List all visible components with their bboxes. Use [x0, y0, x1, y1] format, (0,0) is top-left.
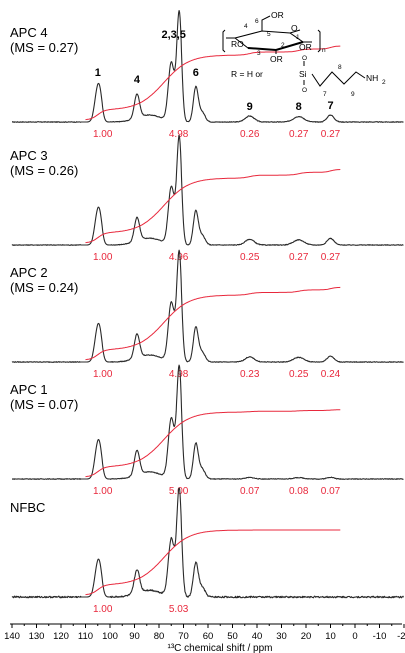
integral-curve — [85, 169, 341, 244]
si-oxygen-bottom: O — [302, 87, 307, 94]
integral-value: 1.00 — [93, 129, 113, 140]
struct-label-or-top: OR — [271, 10, 284, 20]
integral-value: 0.27 — [321, 129, 341, 140]
struct-num-5: 5 — [267, 31, 271, 38]
integral-value: 0.26 — [240, 129, 260, 140]
integral-value: 1.00 — [93, 604, 113, 615]
x-axis-label: ¹³C chemical shift / ppm — [167, 643, 272, 653]
x-tick-label: 20 — [301, 631, 312, 642]
panel-ms-value: (MS = 0.07) — [10, 397, 78, 412]
bracket — [222, 29, 321, 53]
spectrum-panel-apc-2: APC 2(MS = 0.24) 1.00 4.98 0.23 0.25 0.24 — [10, 249, 404, 380]
integral-value: 4.98 — [169, 129, 189, 140]
x-axis: ¹³C chemical shift / ppm 140 130 120 110 100… — [4, 623, 405, 653]
spectrum-line — [11, 364, 404, 480]
x-tick-label: 30 — [276, 631, 287, 642]
x-tick-label: 120 — [53, 631, 69, 642]
spectrum-line — [11, 249, 404, 363]
panel-ms-value: (MS = 0.26) — [10, 163, 78, 178]
chain-num-8: 8 — [338, 64, 342, 71]
integral-curve — [85, 409, 341, 478]
x-tick-label: -10 — [373, 631, 387, 642]
struct-num-3: 3 — [257, 50, 261, 57]
integral-curve — [85, 45, 341, 121]
struct-num-4: 4 — [244, 23, 248, 30]
x-tick-label: -20 — [397, 631, 405, 642]
x-tick-label: 110 — [78, 631, 93, 642]
integral-value: 0.27 — [321, 252, 341, 263]
panel-title: APC 1 — [10, 382, 48, 397]
nh2-subscript: 2 — [382, 79, 386, 86]
panel-ms-value: (MS = 0.27) — [10, 40, 78, 55]
substituent-bonds — [226, 15, 312, 54]
peak-label: 4 — [134, 74, 141, 86]
panel-title: APC 3 — [10, 148, 48, 163]
struct-num-2: 2 — [281, 42, 285, 49]
panel-ms-value: (MS = 0.24) — [10, 280, 78, 295]
panel-title: NFBC — [10, 500, 45, 515]
peak-label: 8 — [296, 101, 302, 113]
nh2-label: NH — [366, 73, 378, 83]
struct-label-ro: RO — [231, 39, 244, 49]
x-tick-label: 10 — [325, 631, 336, 642]
peak-label: 9 — [247, 101, 253, 113]
peak-label: 6 — [193, 67, 199, 79]
x-tick-label: 90 — [129, 631, 140, 642]
struct-label-or-2: OR — [270, 54, 283, 64]
spectrum-panel-apc-1: APC 1(MS = 0.07)1.00 5.00 0.07 0.08 0.07 — [10, 364, 404, 497]
integral-value: 0.07 — [240, 486, 260, 497]
integral-value: 0.23 — [240, 369, 260, 380]
spectrum-panel-apc-3: APC 3(MS = 0.26) 1.00 4.96 0.25 0.27 0.27 — [10, 134, 404, 263]
integral-curve — [85, 529, 341, 596]
integral-value: 1.00 — [93, 369, 113, 380]
panel-title: APC 2 — [10, 265, 48, 280]
r-definition: R = H or — [231, 69, 263, 79]
x-tick-label: 70 — [178, 631, 189, 642]
x-tick-label: 130 — [29, 631, 45, 642]
x-tick-label: 60 — [203, 631, 214, 642]
integral-value: 4.98 — [169, 369, 189, 380]
integral-value: 0.25 — [240, 252, 260, 263]
x-tick-label: 80 — [154, 631, 165, 642]
integral-value: 0.24 — [321, 369, 341, 380]
spectrum-line — [11, 134, 404, 246]
struct-ring-oxygen: O — [291, 23, 298, 33]
ring-bonds-bold — [247, 41, 304, 52]
spectra-panels: APC 4(MS = 0.27) 1.00 4.98 0.26 0.27 0.27 1 4 2,… — [10, 9, 405, 615]
x-tick-label: 50 — [227, 631, 238, 642]
spectrum-line — [11, 487, 405, 599]
integral-value: 0.25 — [289, 369, 309, 380]
x-tick-label: 100 — [102, 631, 118, 642]
struct-subscript-n: n — [322, 47, 326, 54]
chain-num-7: 7 — [323, 91, 327, 98]
peak-label: 7 — [327, 100, 333, 112]
peak-label: 2,3,5 — [161, 29, 185, 41]
integral-value: 1.00 — [93, 486, 113, 497]
integral-curve — [85, 286, 341, 361]
integral-value: 4.96 — [169, 252, 189, 263]
spectrum-line — [11, 9, 404, 123]
integral-value: 0.27 — [289, 129, 309, 140]
integral-value: 1.00 — [93, 252, 113, 263]
integral-value: 0.07 — [321, 486, 341, 497]
spectrum-panel-nfbc: NFBC 1.00 5.03 — [10, 487, 405, 615]
x-tick-label: 140 — [4, 631, 20, 642]
si-label: Si — [299, 69, 307, 79]
si-oxygen-top: O — [302, 55, 307, 62]
integral-value: 0.27 — [289, 252, 309, 263]
panel-title: APC 4 — [10, 25, 48, 40]
cellulose-structure: OR RO OR OR 4 6 5 3 2 1 n O R = H or O O… — [222, 10, 386, 98]
integral-value: 5.03 — [169, 604, 189, 615]
si-bonds — [303, 61, 366, 87]
struct-num-6: 6 — [255, 18, 259, 25]
chain-num-9: 9 — [351, 91, 355, 98]
x-tick-label: 0 — [352, 631, 357, 642]
spectrum-panel-apc-4: APC 4(MS = 0.27) 1.00 4.98 0.26 0.27 0.27 1 4 2,… — [10, 9, 404, 140]
struct-num-1: 1 — [296, 34, 300, 41]
integral-value: 0.08 — [289, 486, 309, 497]
peak-label: 1 — [95, 67, 101, 79]
struct-label-or-1: OR — [299, 42, 312, 52]
x-tick-label: 40 — [252, 631, 263, 642]
